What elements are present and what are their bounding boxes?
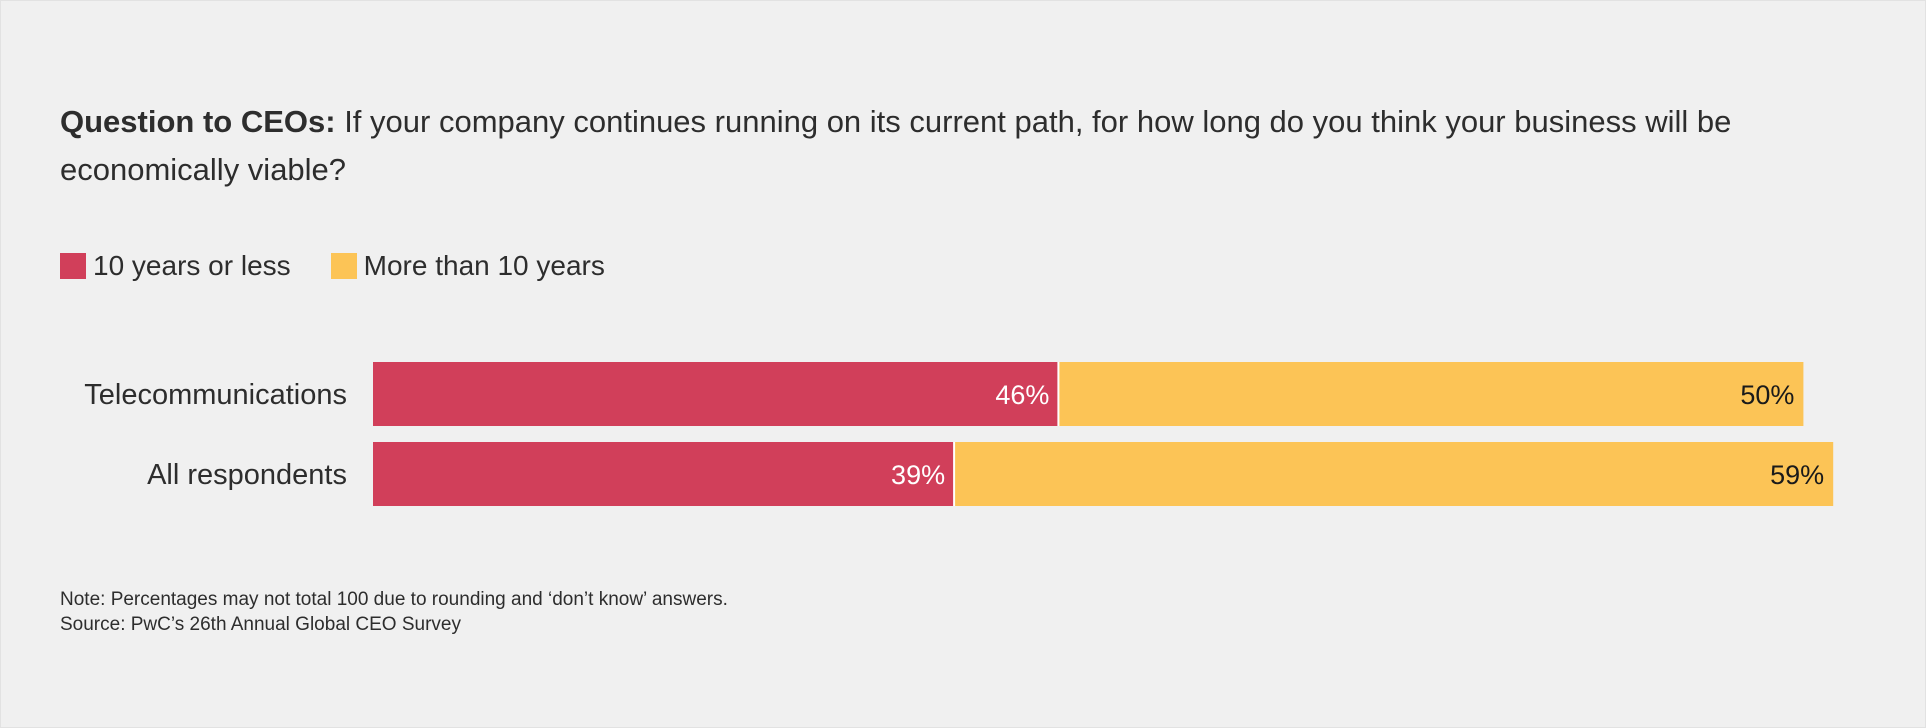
question-text: If your company continues running on its…	[60, 104, 1732, 187]
legend-label: 10 years or less	[93, 250, 291, 281]
category-label: All respondents	[147, 459, 347, 491]
legend-swatch-red	[60, 253, 86, 279]
bar-segment	[373, 442, 955, 506]
legend: 10 years or less More than 10 years	[60, 248, 645, 284]
legend-swatch-yellow	[330, 253, 357, 279]
legend-label: More than 10 years	[363, 250, 605, 281]
bar-segment	[954, 442, 1834, 506]
data-label: 59%	[1770, 460, 1824, 490]
category-label: Telecommunications	[84, 379, 347, 411]
legend-item-more-than-10-years: More than 10 years	[330, 250, 605, 282]
bar-segment	[373, 362, 1059, 426]
source-text: Source: PwC’s 26th Annual Global CEO Sur…	[60, 614, 461, 635]
data-label: 50%	[1740, 380, 1794, 410]
footnotes: Note: Percentages may not total 100 due …	[60, 587, 728, 637]
question-prefix: Question to CEOs:	[60, 104, 336, 139]
data-label: 39%	[891, 460, 945, 490]
data-label: 46%	[995, 380, 1049, 410]
note-text: Note: Percentages may not total 100 due …	[60, 589, 728, 610]
bar-segment	[1058, 362, 1804, 426]
stacked-bar-chart: Telecommunications 46% 50% All respondents 3…	[84, 362, 1834, 506]
chart-question: Question to CEOs: If your company contin…	[60, 98, 1880, 194]
legend-item-10-years-or-less: 10 years or less	[60, 250, 291, 282]
